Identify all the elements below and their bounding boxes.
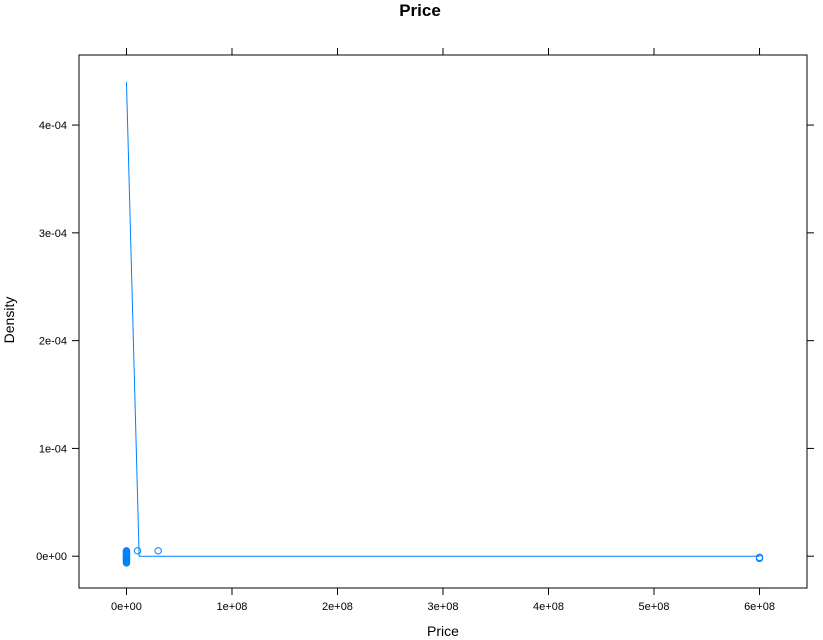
y-tick-label-0: 0e+00 [36,551,67,563]
y-tick-label-4: 4e-04 [39,120,67,132]
x-tick-label-2: 2e+08 [322,601,353,613]
y-tick-label-3: 3e-04 [39,228,67,240]
data-point-15 [122,547,131,555]
x-tick-label-4: 4e+08 [533,601,564,613]
axis-ticks: 0e+00 1e+08 2e+08 3e+08 4e+08 5e+08 6e+08 0e+00… [36,48,814,613]
data-point-18 [133,547,142,555]
y-tick-label-1: 1e-04 [39,443,67,455]
x-tick-label-1: 1e+08 [217,601,248,613]
x-tick-label-6: 6e+08 [744,601,775,613]
data-point-14 [122,559,131,567]
data-marks [122,81,764,567]
x-axis-label: Price [427,623,459,639]
density-line [125,81,760,557]
chart-title: Price [399,1,441,20]
data-point-19 [154,547,162,555]
y-tick-label-2: 2e-04 [39,336,67,348]
data-point-21 [755,554,764,563]
x-tick-label-3: 3e+08 [428,601,459,613]
y-axis-label: Density [1,297,17,344]
x-tick-label-5: 5e+08 [639,601,670,613]
plot-frame [78,54,808,589]
data-point-17 [122,555,131,563]
x-tick-label-0: 0e+00 [111,601,142,613]
data-point-16 [122,551,131,559]
